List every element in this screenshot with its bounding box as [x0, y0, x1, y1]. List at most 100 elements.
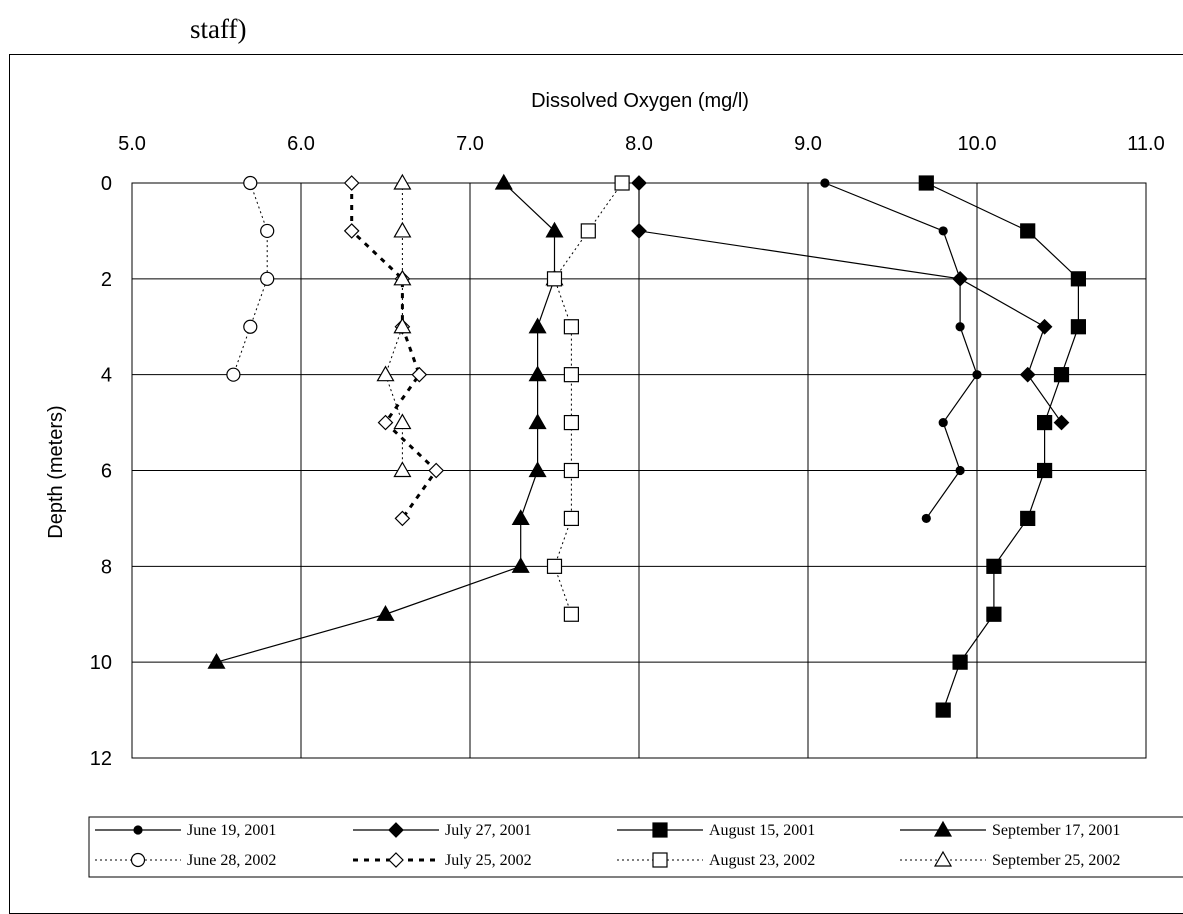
data-point	[921, 513, 931, 524]
y-tick-label: 10	[90, 652, 112, 674]
series-line	[553, 182, 623, 615]
series-line	[232, 182, 268, 375]
data-point	[343, 223, 360, 239]
series-line	[824, 182, 978, 519]
legend-item: July 25, 2002	[353, 852, 532, 869]
legend-marker	[933, 850, 953, 867]
data-point	[393, 461, 412, 478]
data-point	[411, 366, 428, 383]
legend-marker	[130, 852, 146, 868]
data-point	[1053, 414, 1070, 431]
data-point	[820, 178, 830, 188]
data-point	[986, 606, 1002, 622]
data-point	[393, 173, 412, 190]
data-point	[376, 365, 395, 382]
series-line	[350, 183, 439, 520]
legend-marker	[388, 822, 404, 838]
data-point	[494, 173, 513, 190]
data-point	[528, 461, 547, 478]
legend-box	[88, 816, 1183, 878]
data-point	[528, 365, 547, 382]
data-point	[428, 462, 445, 479]
series-june-28-2002	[226, 175, 275, 382]
x-tick-label: 11.0	[1127, 133, 1164, 155]
data-point	[563, 319, 580, 335]
series-line	[926, 182, 1080, 711]
data-point	[935, 702, 951, 718]
y-tick-label: 6	[101, 461, 112, 483]
data-point	[260, 223, 275, 239]
data-point	[393, 413, 412, 430]
legend-item: June 19, 2001	[95, 822, 276, 839]
data-point	[563, 606, 580, 622]
legend-marker	[133, 825, 143, 835]
data-point	[563, 462, 580, 479]
data-point	[918, 175, 934, 191]
legend-label: June 19, 2001	[187, 822, 276, 839]
data-point	[376, 605, 395, 621]
x-tick-label: 7.0	[456, 133, 484, 155]
data-point	[393, 317, 412, 334]
data-point	[1036, 414, 1053, 431]
data-point	[580, 223, 596, 239]
data-point	[243, 175, 258, 191]
x-tick-label: 6.0	[287, 133, 315, 155]
data-point	[260, 271, 275, 286]
data-point	[563, 367, 580, 383]
y-tick-label: 12	[90, 748, 112, 770]
data-point	[955, 465, 965, 476]
legend-label: September 17, 2001	[992, 822, 1120, 839]
x-tick-label: 10.0	[958, 133, 997, 155]
legend-label: August 23, 2002	[709, 852, 815, 869]
dissolved-oxygen-chart: Dissolved Oxygen (mg/l) Depth (meters) 5…	[45, 90, 1183, 878]
data-point	[207, 652, 226, 669]
y-tick-label: 0	[101, 173, 112, 195]
x-axis-title: Dissolved Oxygen (mg/l)	[531, 90, 749, 112]
series-august-15-2001	[918, 175, 1087, 718]
data-point	[1036, 318, 1053, 335]
legend-item: August 15, 2001	[617, 822, 815, 839]
data-point	[377, 414, 394, 431]
series-august-23-2002	[546, 175, 630, 622]
page-heading-fragment: staff)	[190, 14, 247, 44]
legend-label: July 27, 2001	[445, 822, 532, 839]
x-tick-label: 5.0	[118, 133, 146, 155]
data-point	[394, 510, 411, 527]
data-point	[614, 175, 630, 191]
y-tick-label: 8	[101, 556, 112, 578]
legend-label: August 15, 2001	[709, 822, 815, 839]
data-point	[952, 654, 968, 670]
data-point	[393, 269, 412, 286]
data-point	[631, 175, 647, 191]
data-point	[528, 413, 547, 430]
legend-item: September 25, 2002	[900, 850, 1120, 869]
legend-label: June 28, 2002	[187, 852, 276, 869]
series-july-25-2002	[343, 175, 445, 527]
y-tick-label: 4	[101, 365, 112, 387]
data-point	[955, 322, 965, 332]
data-point	[938, 226, 948, 236]
y-axis-title: Depth (meters)	[45, 405, 67, 538]
data-point	[1036, 462, 1053, 479]
series-june-19-2001	[820, 178, 982, 524]
y-tick-label: 2	[101, 269, 112, 291]
data-point	[972, 370, 982, 380]
data-point	[226, 367, 241, 382]
data-point	[1019, 366, 1036, 383]
series-line	[638, 183, 1062, 423]
x-tick-label: 9.0	[794, 133, 822, 155]
data-point	[546, 558, 563, 574]
data-point	[343, 175, 360, 191]
series-july-27-2001	[631, 175, 1070, 431]
data-point	[938, 417, 948, 428]
data-point	[545, 221, 564, 238]
data-point	[563, 510, 580, 527]
data-point	[528, 317, 547, 334]
data-point	[952, 270, 968, 287]
data-point	[1053, 367, 1070, 383]
series-september-25-2002	[376, 173, 412, 478]
legend-marker	[388, 852, 404, 868]
legend-label: July 25, 2002	[445, 852, 532, 869]
x-tick-label: 8.0	[625, 133, 653, 155]
data-point	[393, 221, 412, 238]
